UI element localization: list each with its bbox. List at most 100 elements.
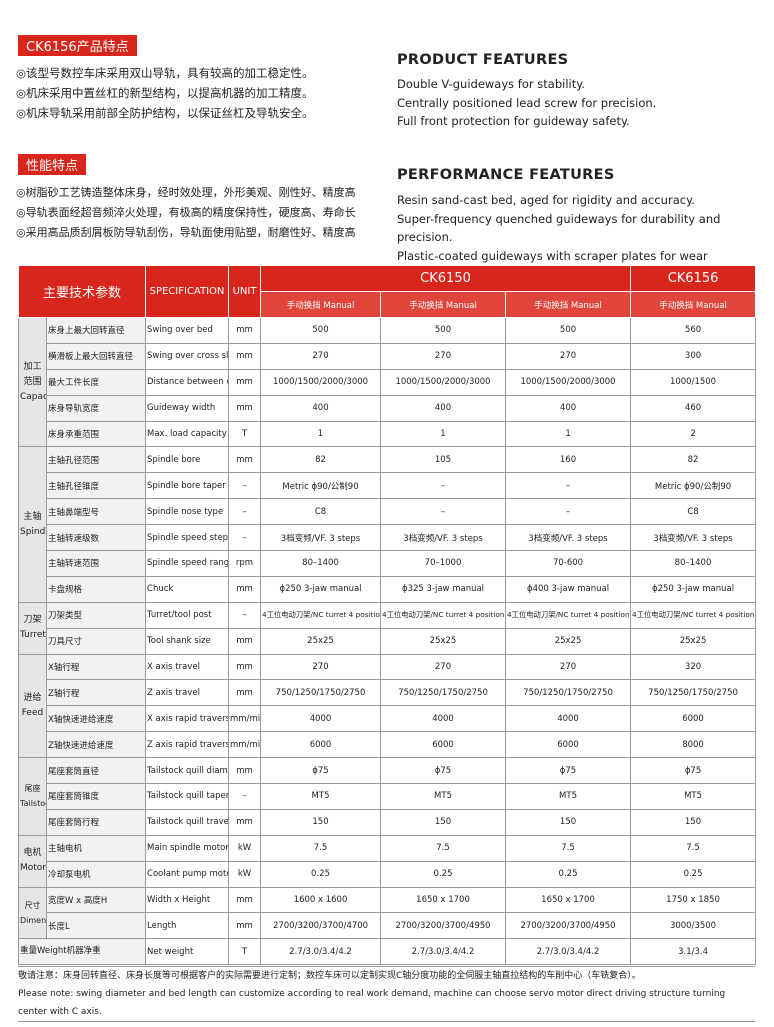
value-cell: 150 xyxy=(380,808,507,836)
row-cn: 机器净重 xyxy=(66,946,101,957)
value-cell: 1000/1500/2000/3000 xyxy=(260,368,382,396)
spec-row: 长度L Length mm 2700/3200/3700/4700 2700/3200/… xyxy=(19,912,757,940)
value-cell: 82 xyxy=(630,446,757,474)
value-cell: 105 xyxy=(380,446,507,474)
row-unit: mm xyxy=(228,394,262,422)
row-en: Length xyxy=(145,912,230,940)
value-cell: 0.25 xyxy=(260,860,382,888)
list-item: ◎采用高品质刮屑板防导轨刮伤，导轨面使用贴塑，耐磨性好、精度高 xyxy=(16,226,356,239)
row-cn: 主轴电机 xyxy=(45,834,147,862)
group-en: Dimension xyxy=(20,915,47,925)
value-cell: 1000/1500/2000/3000 xyxy=(505,368,632,396)
row-unit: mm xyxy=(228,679,262,707)
row-cn: 床身上最大回转直径 xyxy=(45,317,147,344)
spec-row: 卡盘规格 Chuck mm ϕ250 3-jaw manual ϕ325 3-jaw m… xyxy=(19,575,757,603)
feature-list-en: Double V-guideways for stability. Central… xyxy=(397,75,656,131)
value-cell: 0.25 xyxy=(630,860,757,888)
value-cell: 1 xyxy=(505,420,632,448)
value-cell: 6000 xyxy=(260,731,382,759)
value-cell: 300 xyxy=(630,342,757,370)
spec-table: 主要技术参数 SPECIFICATION UNIT CK6150 CK6156 手动换挡 … xyxy=(17,265,757,966)
list-item: Super-frequency quenched guideways for d… xyxy=(397,211,721,245)
note-en: Please note: swing diameter and bed leng… xyxy=(18,989,726,1017)
value-cell: 3.1/3.4 xyxy=(630,938,757,966)
value-cell: 80–1400 xyxy=(260,550,382,577)
value-cell: 4000 xyxy=(505,705,632,733)
row-en: Coolant pump motor xyxy=(145,860,230,888)
row-en: Max. load capacity xyxy=(145,420,230,448)
value-cell: 1 xyxy=(380,420,507,448)
list-item: Resin sand-cast bed, aged for rigidity a… xyxy=(397,193,695,207)
value-cell: 4000 xyxy=(380,705,507,733)
spec-row: 尾座套筒锥度 Tailstock quill taper – MT5 MT5 MT5 MT5 xyxy=(19,783,757,810)
value-cell: 150 xyxy=(630,808,757,836)
group-label: 刀架 Turret xyxy=(18,601,47,655)
value-cell: 70–1000 xyxy=(380,550,507,577)
row-cn: 尾座套筒锥度 xyxy=(45,783,147,810)
value-cell: 4工位电动刀架/NC turret 4 position xyxy=(505,601,632,629)
row-cn: 床身承重范围 xyxy=(45,420,147,448)
performance-list-cn: ◎树脂砂工艺铸造整体床身，经时效处理，外形美观、刚性好、精度高 ◎导轨表面经超音频… xyxy=(16,183,356,243)
value-cell: 3000/3500 xyxy=(630,912,757,940)
row-en: Guideway width xyxy=(145,394,230,422)
row-cn: 主轴转速级数 xyxy=(45,524,147,552)
model-name: CK6156 xyxy=(630,265,757,292)
sub-header: 手动换挡 Manual xyxy=(260,291,382,318)
group-en: Capacity xyxy=(20,391,46,402)
value-cell: 500 xyxy=(505,317,632,344)
value-cell: C8 xyxy=(260,498,382,526)
value-cell: 7.5 xyxy=(505,834,632,862)
group-label: 加工范围 Capacity xyxy=(18,316,47,448)
value-cell: 3档变频/VF. 3 steps xyxy=(505,524,632,552)
row-unit: – xyxy=(228,472,262,500)
value-cell: 400 xyxy=(380,394,507,422)
group-label: 进给 Feed xyxy=(18,653,47,759)
row-en: Spindle speed range xyxy=(145,550,230,577)
value-cell: 750/1250/1750/2750 xyxy=(260,679,382,707)
value-cell: ϕ325 3-jaw manual xyxy=(380,575,507,603)
spec-row: 刀架 Turret 刀架类型 Turret/tool post –4工位电动刀架/NC … xyxy=(18,601,757,655)
performance-list-en: Resin sand-cast bed, aged for rigidity a… xyxy=(397,191,774,284)
group-en: Motor xyxy=(20,863,47,874)
value-cell: ϕ75 xyxy=(380,757,507,785)
value-cell: 270 xyxy=(380,342,507,370)
row-en: X axis travel xyxy=(145,653,230,681)
value-cell: – xyxy=(380,472,507,500)
row-en: Chuck xyxy=(145,575,230,603)
header-row: 手动换挡 Manual 手动换挡 Manual 手动换挡 Manual 手动换挡 Ma… xyxy=(19,291,757,318)
value-cell: – xyxy=(505,498,632,526)
value-cell: 2700/3200/3700/4700 xyxy=(260,912,382,940)
row-cn: 长度L xyxy=(45,912,147,940)
value-cell: 4工位电动刀架/NC turret 4 position xyxy=(380,601,507,629)
row-cn: Z轴行程 xyxy=(45,679,147,707)
value-cell: 82 xyxy=(260,446,382,474)
spec-row: 主轴转速范围 Spindle speed range rpm 80–1400 70–10… xyxy=(19,550,757,577)
row-unit: mm xyxy=(228,757,262,785)
spec-row: 刀具尺寸 Tool shank size mm 25x25 25x25 25x25 25x2… xyxy=(19,627,757,655)
value-cell: 3档变频/VF. 3 steps xyxy=(260,524,382,552)
group-label: 尾座 Tailstock xyxy=(18,757,47,836)
list-item: Double V-guideways for stability. xyxy=(397,77,586,91)
spec-row: 重量Weight机器净重 Net weight T 2.7/3.0/3.4/4.2 2.… xyxy=(17,938,757,966)
group-label: 尺寸 Dimension xyxy=(18,886,47,940)
row-en: Spindle bore xyxy=(145,446,230,474)
row-unit: mm/min xyxy=(228,731,262,759)
value-cell: 7.5 xyxy=(260,834,382,862)
value-cell: 2.7/3.0/3.4/4.2 xyxy=(260,938,382,966)
row-en: Tailstock quill travel xyxy=(145,808,230,836)
row-unit: kW xyxy=(228,834,262,862)
notes: 敬请注意：床身回转直径、床身长度等可根据客户的实际需要进行定制；数控车床可以定制… xyxy=(18,966,755,1022)
spec-row: 床身导轨宽度 Guideway width mm 400 400 400 460 xyxy=(19,394,757,422)
spec-row: 主轴转速级数 Spindle speed steps –3档变频/VF. 3 ste… xyxy=(19,524,757,552)
note-cn: 敬请注意：床身回转直径、床身长度等可根据客户的实际需要进行定制；数控车床可以定制… xyxy=(18,971,641,981)
row-en: Z axis rapid traverse xyxy=(145,731,230,759)
value-cell: 4工位电动刀架/NC turret 4 position xyxy=(630,601,757,629)
row-en: Distance between centers xyxy=(145,368,230,396)
sub-header: 手动换挡 Manual xyxy=(630,291,757,318)
row-cn: Z轴快速进给速度 xyxy=(45,731,147,759)
header-spec: SPECIFICATION xyxy=(145,265,230,318)
value-cell: – xyxy=(380,498,507,526)
list-item: ◎树脂砂工艺铸造整体床身，经时效处理，外形美观、刚性好、精度高 xyxy=(16,186,356,199)
row-en: Z axis travel xyxy=(145,679,230,707)
